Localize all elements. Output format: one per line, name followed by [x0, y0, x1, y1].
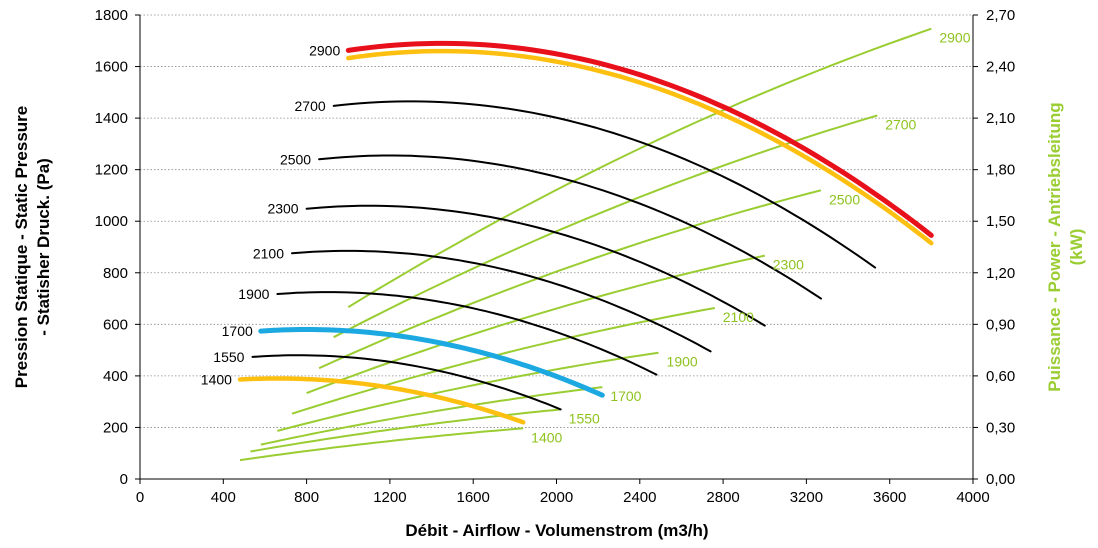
y-axis-right-title-line-2: (kW)	[1067, 229, 1086, 266]
axes: 0 400 800 1200 1600 2000 2400 2800 3200 3600 40000…	[95, 7, 1016, 506]
pressure-curve-label-1700: 1700	[222, 323, 253, 339]
power-curve-2300	[306, 254, 766, 395]
pressure-curve-label-2700: 2700	[295, 98, 326, 114]
y-right-tick-label: 2,40	[986, 59, 1015, 76]
x-tick-label: 0	[136, 489, 144, 506]
y-axis-left-title-line-2: - Statisher Druck. (Pa)	[34, 158, 53, 336]
pressure-curve-2900	[345, 40, 934, 238]
y-left-tick-label: 400	[103, 368, 128, 385]
x-tick-label: 2400	[623, 489, 656, 506]
pressure-curve-1550	[251, 354, 562, 411]
pressure-curve-1400	[237, 376, 526, 425]
y-left-tick-label: 1600	[95, 59, 128, 76]
power-curve-2500	[318, 189, 822, 370]
power-curve-1900	[277, 351, 659, 432]
pressure-curve-2700	[332, 100, 877, 269]
x-tick-label: 2000	[540, 489, 573, 506]
y-axis-right-title: Puissance - Power - Antriebsleitung (kW)	[1045, 102, 1086, 391]
pressure-curve-2500	[318, 154, 822, 300]
pressure-curve-label-1550: 1550	[213, 349, 244, 365]
power-curve-2700	[333, 114, 878, 339]
y-axis-left-title-line-1: Pression Statique - Static Pressure	[12, 106, 31, 389]
x-tick-label: 2800	[706, 489, 739, 506]
x-tick-label: 1200	[373, 489, 406, 506]
power-curve-label-2900: 2900	[939, 30, 970, 46]
y-right-tick-label: 0,30	[986, 419, 1015, 436]
pressure-curve-label-2900: 2900	[309, 42, 340, 58]
power-curve-2100	[291, 307, 715, 415]
x-axis-title: Débit - Airflow - Volumenstrom (m3/h)	[405, 521, 708, 540]
power-curve-label-1900: 1900	[667, 354, 698, 370]
x-tick-label: 800	[294, 489, 319, 506]
y-axis-right-title-line-1: Puissance - Power - Antriebsleitung	[1045, 102, 1064, 391]
x-tick-label: 400	[211, 489, 236, 506]
power-curve-1550	[250, 408, 561, 453]
x-tick-label: 1600	[457, 489, 490, 506]
pressure-curve-label-1400: 1400	[201, 371, 232, 387]
x-tick-label: 4000	[956, 489, 989, 506]
y-right-tick-label: 1,80	[986, 162, 1015, 179]
y-right-tick-label: 2,10	[986, 110, 1015, 127]
curve-labels: 1400 1550 1700 1900 2100 2300 2500 2700 2900 1400…	[201, 30, 971, 446]
y-left-tick-label: 1000	[95, 213, 128, 230]
power-curves	[239, 27, 932, 462]
pressure-curve-label-2500: 2500	[280, 151, 311, 167]
power-curve-1700	[260, 386, 603, 446]
pressure-curve-1900	[276, 291, 658, 376]
pressure-curve-1700	[258, 327, 605, 398]
y-left-tick-label: 800	[103, 265, 128, 282]
pressure-curve-2300	[305, 204, 766, 327]
pressure-curve-label-2300: 2300	[267, 201, 298, 217]
pressure-curve-label-2100: 2100	[253, 245, 284, 261]
y-left-tick-label: 600	[103, 316, 128, 333]
power-curve-1400	[239, 427, 524, 462]
power-curve-2900	[347, 27, 932, 308]
y-axis-left-title: Pression Statique - Static Pressure - St…	[12, 106, 53, 389]
power-curve-label-1400: 1400	[531, 429, 562, 445]
y-left-tick-label: 1400	[95, 110, 128, 127]
gridlines	[140, 14, 973, 428]
pressure-curve-2100	[291, 249, 712, 353]
y-left-tick-label: 200	[103, 419, 128, 436]
x-tick-label: 3200	[790, 489, 823, 506]
pressure-curve-label-1900: 1900	[238, 286, 269, 302]
pressure-curves	[237, 40, 934, 425]
y-right-tick-label: 0,90	[986, 316, 1015, 333]
power-curve-label-2700: 2700	[885, 117, 916, 133]
power-curve-label-2300: 2300	[773, 257, 804, 273]
y-left-tick-label: 1200	[95, 162, 128, 179]
y-right-tick-label: 1,50	[986, 213, 1015, 230]
y-right-tick-label: 1,20	[986, 265, 1015, 282]
y-right-tick-label: 2,70	[986, 7, 1015, 24]
x-tick-label: 3600	[873, 489, 906, 506]
power-curve-label-1700: 1700	[610, 388, 641, 404]
y-right-tick-label: 0,60	[986, 368, 1015, 385]
pressure-curve-overlay-2900	[346, 48, 934, 246]
y-right-tick-label: 0,00	[986, 471, 1015, 488]
power-curve-label-2500: 2500	[829, 191, 860, 207]
y-left-tick-label: 1800	[95, 7, 128, 24]
power-curve-label-1550: 1550	[569, 410, 600, 426]
power-curve-label-2100: 2100	[723, 309, 754, 325]
y-left-tick-label: 0	[120, 471, 128, 488]
